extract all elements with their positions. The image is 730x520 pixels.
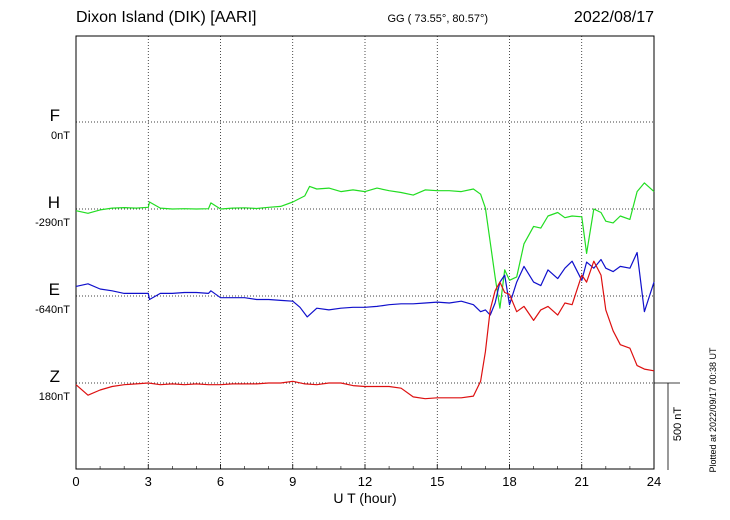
plotted-timestamp: Plotted at 2022/09/17 00:38 UT: [708, 347, 718, 473]
x-tick-label: 9: [289, 474, 296, 489]
series-e-line: [75, 251, 655, 318]
geographic-coords: GG ( 73.55°, 80.57°): [387, 13, 489, 25]
x-tick-label: 21: [575, 474, 589, 489]
x-tick-label: 15: [430, 474, 444, 489]
x-axis-title: U T (hour): [333, 490, 396, 506]
x-tick-label: 12: [358, 474, 372, 489]
chart-date: 2022/08/17: [573, 9, 654, 26]
x-tick-label: 3: [145, 474, 152, 489]
x-tick-label: 24: [647, 474, 661, 489]
series-h-line: [75, 182, 655, 309]
trace-baseline-h: -290nT: [35, 217, 70, 229]
trace-baseline-f: 0nT: [51, 130, 70, 142]
trace-label-z: Z: [49, 367, 60, 386]
trace-label-h: H: [47, 193, 60, 212]
scale-bar-label: 500 nT: [672, 406, 684, 442]
x-tick-label: 18: [502, 474, 516, 489]
trace-label-f: F: [49, 106, 60, 125]
station-title: Dixon Island (DIK) [AARI]: [76, 9, 257, 26]
trace-baseline-z: 180nT: [38, 391, 70, 403]
series-z-line: [75, 260, 655, 400]
x-tick-label: 0: [72, 474, 79, 489]
trace-label-e: E: [48, 280, 60, 299]
x-tick-label: 6: [217, 474, 224, 489]
trace-baseline-e: -640nT: [35, 304, 70, 316]
